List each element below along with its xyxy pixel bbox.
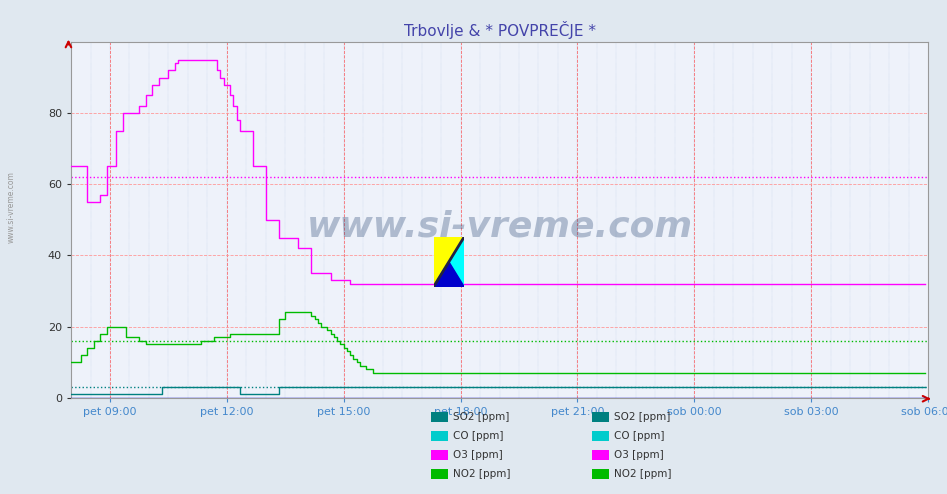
Title: Trbovlje & * POVPREČJE *: Trbovlje & * POVPREČJE * xyxy=(403,21,596,40)
Text: O3 [ppm]: O3 [ppm] xyxy=(453,450,503,460)
Text: SO2 [ppm]: SO2 [ppm] xyxy=(614,412,670,422)
Text: CO [ppm]: CO [ppm] xyxy=(453,431,503,441)
Text: O3 [ppm]: O3 [ppm] xyxy=(614,450,664,460)
Text: www.si-vreme.com: www.si-vreme.com xyxy=(307,210,692,244)
Polygon shape xyxy=(434,237,464,287)
Polygon shape xyxy=(434,262,464,287)
Text: NO2 [ppm]: NO2 [ppm] xyxy=(453,469,510,479)
Text: SO2 [ppm]: SO2 [ppm] xyxy=(453,412,509,422)
Text: www.si-vreme.com: www.si-vreme.com xyxy=(7,171,16,244)
Polygon shape xyxy=(434,237,464,287)
Text: CO [ppm]: CO [ppm] xyxy=(614,431,664,441)
Text: NO2 [ppm]: NO2 [ppm] xyxy=(614,469,671,479)
